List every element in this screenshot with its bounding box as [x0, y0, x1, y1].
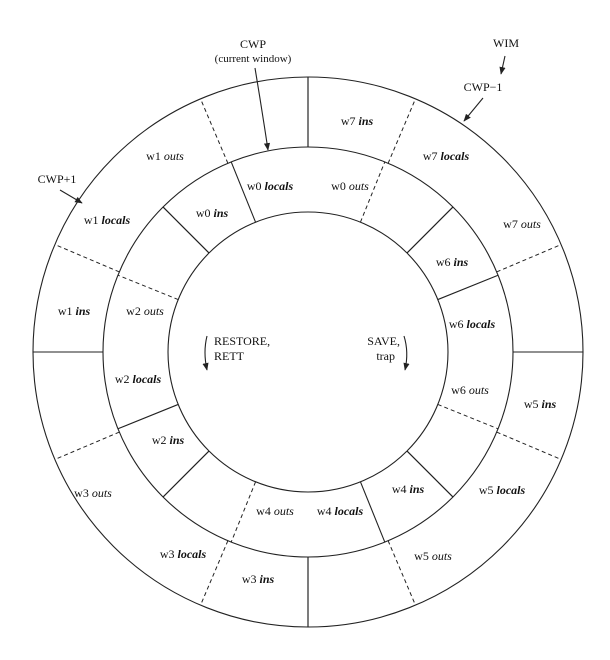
inner-arc-0: [208, 211, 408, 254]
label-w0-ins: w0 ins: [196, 206, 229, 220]
cwp-minus-1-label: CWP−1: [464, 80, 503, 94]
label-w4-locals: w4 locals: [317, 504, 364, 518]
label-w0-locals: w0 locals: [247, 179, 294, 193]
outer-divider-a-1: [387, 98, 416, 164]
label-w3-locals: w3 locals: [160, 547, 207, 561]
save-label-line1: SAVE,: [367, 334, 400, 348]
outer-arc-0: [32, 76, 309, 353]
restore-direction-arrow: [202, 335, 209, 371]
label-w2-outs: w2 outs: [126, 304, 164, 318]
inner-divider-b-0: [359, 161, 386, 223]
inner-divider-a-3: [117, 403, 179, 430]
inner-divider-b-1: [437, 403, 499, 430]
label-w7-outs: w7 outs: [503, 217, 541, 231]
inner-edge-b-3: [162, 450, 210, 498]
restore-label-line2: RETT: [214, 349, 245, 363]
label-w3-outs: w3 outs: [74, 486, 112, 500]
label-w2-locals: w2 locals: [115, 372, 162, 386]
outer-arc-1: [307, 76, 584, 353]
outer-divider-a-3: [200, 540, 229, 606]
inner-divider-a-1: [437, 274, 499, 301]
register-labels: w0 locals w0 ins w0 outs w1 outs w1 loca…: [58, 114, 557, 586]
annotations: CWP (current window) WIM CWP−1 CWP+1 RES…: [38, 36, 519, 371]
save-label-line2: trap: [376, 349, 395, 363]
inner-divider-b-2: [230, 481, 257, 543]
label-w7-ins: w7 ins: [341, 114, 374, 128]
save-direction-arrow: [403, 335, 410, 371]
inner-edge-b-1: [406, 206, 454, 254]
inner-arc-3: [167, 252, 210, 452]
outer-divider-b-2: [387, 540, 416, 606]
label-w6-outs: w6 outs: [451, 383, 489, 397]
label-w5-outs: w5 outs: [414, 549, 452, 563]
outer-arc-3: [32, 351, 309, 628]
inner-edge-a-3: [162, 206, 210, 254]
outer-arc-2: [307, 351, 584, 628]
inner-arc-1: [406, 252, 449, 452]
cwp-subtitle: (current window): [215, 53, 292, 65]
label-w6-locals: w6 locals: [449, 317, 496, 331]
outer-divider-a-0: [54, 244, 120, 273]
inner-divider-a-0: [230, 161, 257, 223]
label-w2-ins: w2 ins: [152, 433, 185, 447]
inner-divider-b-3: [117, 274, 179, 301]
label-w0-outs: w0 outs: [331, 179, 369, 193]
wim-pointer-arrow: [499, 55, 506, 75]
outer-divider-a-2: [496, 431, 562, 460]
inner-edge-b-2: [406, 450, 454, 498]
inner-divider-a-2: [359, 481, 386, 543]
cwp-pointer-arrow: [254, 67, 271, 151]
label-w1-locals: w1 locals: [84, 213, 131, 227]
label-w7-locals: w7 locals: [423, 149, 470, 163]
label-w1-outs: w1 outs: [146, 149, 184, 163]
label-w5-locals: w5 locals: [479, 483, 526, 497]
outer-divider-b-0: [200, 98, 229, 164]
window-ring-geometry: [32, 76, 584, 628]
cwp-label: CWP: [240, 37, 266, 51]
label-w4-ins: w4 ins: [392, 482, 425, 496]
label-w5-ins: w5 ins: [524, 397, 557, 411]
cwp-plus-1-pointer-arrow: [59, 189, 83, 204]
label-w6-ins: w6 ins: [436, 255, 469, 269]
label-w1-ins: w1 ins: [58, 304, 91, 318]
label-w4-outs: w4 outs: [256, 504, 294, 518]
wim-label: WIM: [493, 36, 519, 50]
restore-label-line1: RESTORE,: [214, 334, 270, 348]
cwp-plus-1-label: CWP+1: [38, 172, 77, 186]
outer-divider-b-1: [496, 244, 562, 273]
cwp-minus-1-pointer-arrow: [463, 97, 484, 122]
outer-divider-b-3: [54, 431, 120, 460]
label-w3-ins: w3 ins: [242, 572, 275, 586]
inner-arc-2: [208, 450, 408, 493]
